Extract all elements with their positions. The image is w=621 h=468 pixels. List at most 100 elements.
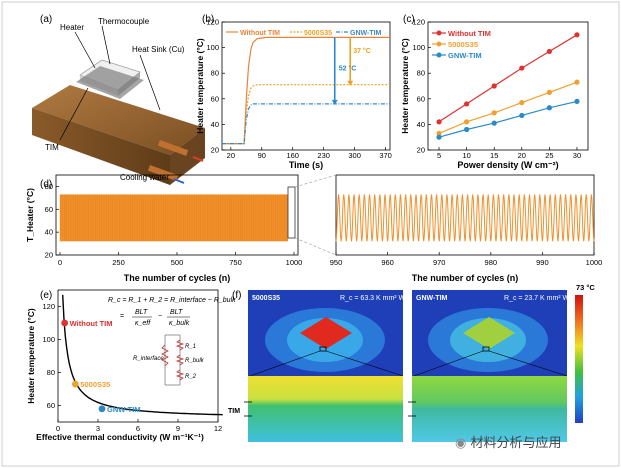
panel-c-series xyxy=(436,32,580,140)
panel-b: (b) 20 90 160 230 300 370 20 40 60 80 100 120 52 °C… xyxy=(195,14,392,170)
e-point-2 xyxy=(98,405,106,413)
panel-b-label: (b) xyxy=(202,14,214,25)
d-ytick-label: 80 xyxy=(45,182,53,191)
sim-right-title: GNW-TIM xyxy=(416,295,448,302)
legend-b-5000s35: 5000S35 xyxy=(304,30,332,37)
e-ytick-label: 120 xyxy=(42,302,55,311)
panel-c-frame xyxy=(427,21,589,151)
wechat-icon: ◉ xyxy=(455,436,467,451)
d-ytick-label: 40 xyxy=(45,228,53,237)
c-ytick-label: 40 xyxy=(417,120,425,129)
e-xtick-label: 3 xyxy=(96,424,100,433)
b-xtick-label: 370 xyxy=(379,151,392,160)
e-xtick-label: 9 xyxy=(176,424,180,433)
label-r2: R_2 xyxy=(185,374,197,380)
sim-right-heater xyxy=(463,317,515,349)
panel-b-annotations: 52 °C 37 °C xyxy=(331,37,371,105)
sim-left-title: 5000S35 xyxy=(252,295,280,302)
panel-e-points: Without TIM 5000S35 GNW-TIM xyxy=(61,319,141,414)
panel-d-ylabel: T_Heater (°C) xyxy=(25,188,35,242)
panel-c-legend: Without TIM 5000S35 GNW-TIM xyxy=(432,29,491,60)
c-point-0-4 xyxy=(546,48,552,55)
tim-label: TIM xyxy=(228,408,240,415)
c-point-1-4 xyxy=(546,89,552,95)
panel-c: (c) 5 10 15 20 25 30 20 40 60 80 100 120 Power dens… xyxy=(400,14,589,170)
colorbar-label: 73 °C xyxy=(576,283,595,292)
b-xtick-label: 230 xyxy=(317,151,330,160)
panel-e-ticks: 0 3 6 9 12 60 80 100 120 xyxy=(42,302,222,433)
callout-thermocouple: Thermocouple xyxy=(98,17,150,26)
heatsink-callout-line xyxy=(139,54,161,111)
legend-b-without-tim: Without TIM xyxy=(240,30,280,37)
panel-f-label: (f) xyxy=(232,290,241,301)
panel-d-right-xlabel: The number of cycles (n) xyxy=(412,273,519,283)
c-point-2-3 xyxy=(519,112,525,119)
d-left-xtick-label: 500 xyxy=(171,258,184,267)
label-r1: R_1 xyxy=(185,344,196,350)
d-left-xtick-label: 750 xyxy=(229,258,242,267)
b-series-2 xyxy=(222,103,390,145)
c-point-2-1 xyxy=(464,126,470,133)
c-ytick-label: 20 xyxy=(417,146,425,155)
panel-c-xlabel: Power density (W cm⁻²) xyxy=(457,160,558,170)
equation-blt-1: BLT xyxy=(135,309,148,316)
colorbar xyxy=(575,295,583,423)
panel-c-ticks: 5 10 15 20 25 30 20 40 60 80 100 120 xyxy=(412,18,581,161)
c-point-0-1 xyxy=(464,101,470,107)
heater-callout-line xyxy=(74,31,96,69)
e-ytick-label: 100 xyxy=(42,335,55,344)
d-right-xtick-label: 990 xyxy=(536,258,549,267)
legend-c-marker-5000s35 xyxy=(436,41,442,47)
callout-tim: TIM xyxy=(45,143,59,152)
equation-keff: κ_eff xyxy=(135,320,151,327)
c-xtick-label: 5 xyxy=(437,151,441,160)
e-xtick-label: 0 xyxy=(56,424,60,433)
equation-equals: = xyxy=(120,313,124,320)
d-right-xtick-label: 960 xyxy=(381,258,394,267)
c-ytick-label: 120 xyxy=(412,18,425,27)
c-ytick-label: 100 xyxy=(412,43,425,52)
e-point-label-0: Without TIM xyxy=(70,319,113,328)
panel-d-ticks: 0 250 500 750 1000 950 960 970 980 990 1000 20 40 60 8… xyxy=(45,182,603,267)
e-xtick-label: 12 xyxy=(214,424,222,433)
c-point-1-5 xyxy=(574,79,580,85)
panel-c-label: (c) xyxy=(403,14,415,25)
c-point-2-0 xyxy=(436,134,442,140)
panel-d-left-series xyxy=(59,194,288,242)
panel-b-frame xyxy=(221,21,391,151)
c-point-1-2 xyxy=(491,110,497,116)
thermocouple-callout-line xyxy=(101,25,111,65)
sim-right-zoom-r xyxy=(488,350,568,377)
sim-right-zoom-l xyxy=(413,350,484,377)
panel-b-series xyxy=(222,36,390,145)
legend-c-marker-without-tim xyxy=(436,30,442,36)
b-ytick-label: 20 xyxy=(211,146,219,155)
pipe-out xyxy=(157,140,189,156)
sim-left-marker xyxy=(319,346,327,352)
d-left-xtick-label: 1000 xyxy=(286,258,303,267)
c-point-1-1 xyxy=(464,119,470,125)
legend-b-gnw: GNW-TIM xyxy=(350,30,382,37)
resistor-bulk xyxy=(175,354,185,366)
c-xtick-label: 20 xyxy=(518,151,526,160)
panel-f: (f) 5000S35 R_c = 63.3 K mm² W⁻¹ GNW-TIM… xyxy=(228,283,595,442)
c-point-2-5 xyxy=(574,98,580,104)
watermark-text: 材料分析与应用 xyxy=(470,436,562,451)
sim-right-marker xyxy=(482,346,490,352)
b-xtick-label: 300 xyxy=(348,151,361,160)
panel-d: (d) 0 250 500 750 1000 950 960 970 980 990 1000 20 4… xyxy=(25,174,603,283)
b-xtick-label: 20 xyxy=(227,151,235,160)
b-annotation-head-0 xyxy=(331,99,338,105)
panel-e-curve xyxy=(62,294,223,416)
callout-heater: Heater xyxy=(60,23,84,32)
c-point-1-3 xyxy=(519,100,525,106)
c-point-2-4 xyxy=(546,105,552,111)
panel-d-left-xlabel: The number of cycles (n) xyxy=(124,273,231,283)
b-ytick-label: 40 xyxy=(211,120,219,129)
d-right-xtick-label: 970 xyxy=(433,258,446,267)
b-xtick-label: 160 xyxy=(286,151,299,160)
resistor-circuit: R_interface R_1 R_bulk R_2 xyxy=(133,334,205,386)
c-point-0-5 xyxy=(574,32,580,38)
c-point-2-2 xyxy=(491,120,497,126)
